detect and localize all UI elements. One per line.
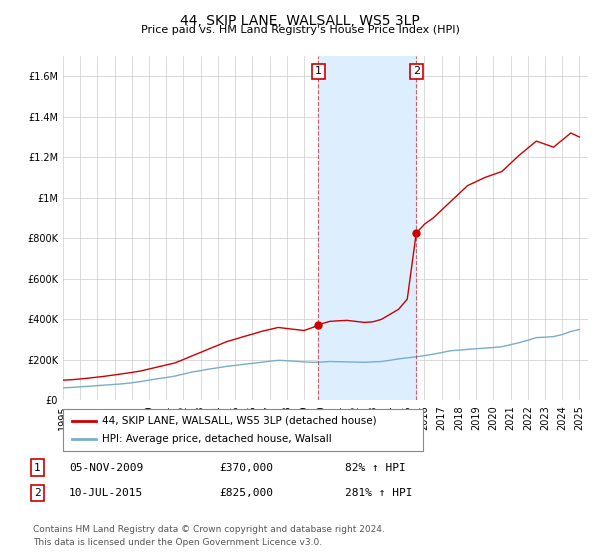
Text: Contains HM Land Registry data © Crown copyright and database right 2024.: Contains HM Land Registry data © Crown c…: [33, 525, 385, 534]
Text: HPI: Average price, detached house, Walsall: HPI: Average price, detached house, Wals…: [102, 434, 332, 444]
Text: £370,000: £370,000: [219, 463, 273, 473]
Text: This data is licensed under the Open Government Licence v3.0.: This data is licensed under the Open Gov…: [33, 538, 322, 547]
Text: 44, SKIP LANE, WALSALL, WS5 3LP: 44, SKIP LANE, WALSALL, WS5 3LP: [180, 14, 420, 28]
Text: 44, SKIP LANE, WALSALL, WS5 3LP (detached house): 44, SKIP LANE, WALSALL, WS5 3LP (detache…: [102, 416, 377, 426]
Text: 2: 2: [34, 488, 41, 498]
Text: Price paid vs. HM Land Registry's House Price Index (HPI): Price paid vs. HM Land Registry's House …: [140, 25, 460, 35]
Text: 1: 1: [315, 67, 322, 77]
Bar: [319, 56, 416, 400]
Text: 2: 2: [413, 67, 420, 77]
Text: 1: 1: [34, 463, 41, 473]
Text: 82% ↑ HPI: 82% ↑ HPI: [345, 463, 406, 473]
Text: £825,000: £825,000: [219, 488, 273, 498]
Text: 281% ↑ HPI: 281% ↑ HPI: [345, 488, 413, 498]
Text: 10-JUL-2015: 10-JUL-2015: [69, 488, 143, 498]
Text: 05-NOV-2009: 05-NOV-2009: [69, 463, 143, 473]
